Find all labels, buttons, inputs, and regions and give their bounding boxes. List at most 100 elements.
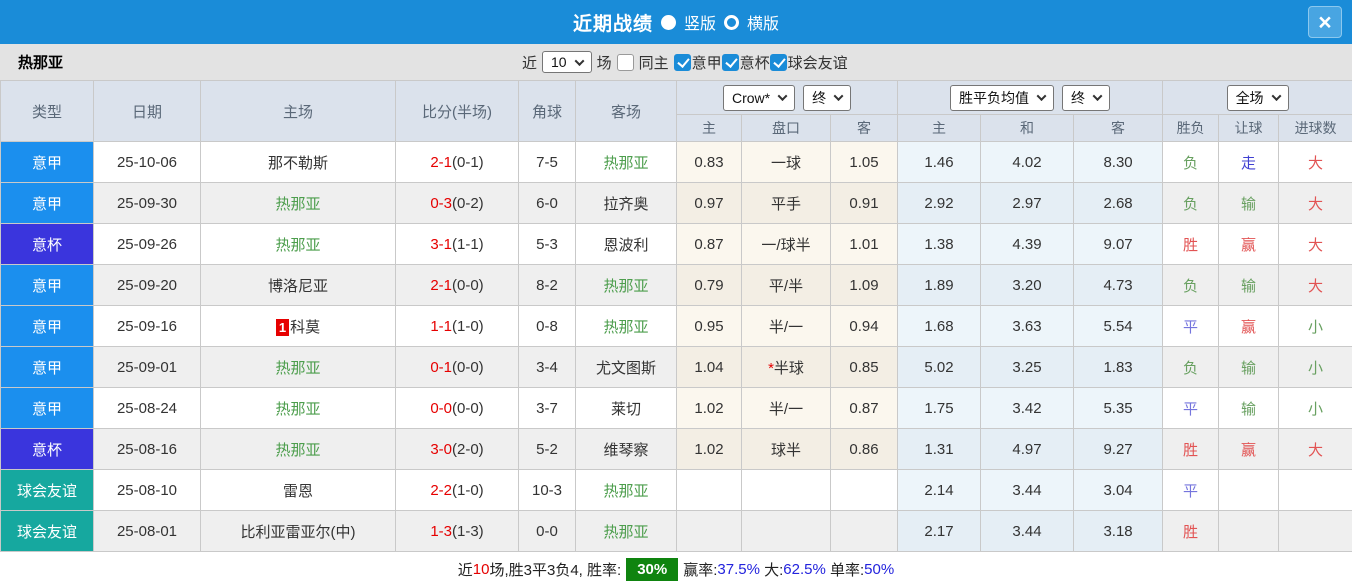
- avg-draw-odds-cell: 4.39: [980, 223, 1075, 265]
- avg-away-odds-cell: 2.68: [1073, 182, 1164, 224]
- home-team-cell: 热那亚: [200, 387, 396, 429]
- summary-text: 单率:: [825, 562, 865, 579]
- home-odds-cell: 0.95: [676, 305, 742, 347]
- team-name: 热那亚: [603, 523, 649, 541]
- recent-label: 近: [522, 54, 538, 72]
- handicap-result-cell: 赢: [1218, 428, 1280, 470]
- handicap-result-cell: 输: [1218, 387, 1280, 429]
- avg-home-odds-cell: 2.17: [897, 510, 982, 552]
- avg-away-odds-cell: 8.30: [1073, 141, 1164, 183]
- score-cell: 2-2(1-0): [395, 469, 519, 511]
- date-cell: 25-09-26: [93, 223, 201, 265]
- sub-header-handicap-result: 让球: [1218, 114, 1280, 142]
- goals-result-cell: [1278, 510, 1352, 552]
- avg-away-odds-cell: 5.35: [1073, 387, 1164, 429]
- goals-result-cell: 小: [1278, 305, 1352, 347]
- avg-odds-select[interactable]: 胜平负均值: [950, 84, 1055, 111]
- league-filter[interactable]: 球会友谊: [769, 52, 848, 73]
- sub-header-avg-away: 客: [1073, 114, 1164, 142]
- home-odds-cell: 0.79: [676, 264, 742, 306]
- col-header-type: 类型: [0, 80, 94, 142]
- full-time-score: 0-1: [430, 358, 452, 376]
- summary-text: 10: [472, 561, 490, 578]
- league-label: 意杯: [739, 54, 770, 72]
- chevron-down-icon: [1036, 91, 1047, 102]
- avg-home-odds-cell: 1.89: [897, 264, 982, 306]
- league-type-cell: 意甲: [0, 305, 94, 347]
- away-team-cell: 维琴察: [575, 428, 677, 470]
- period-select[interactable]: 全场: [1226, 84, 1289, 111]
- home-odds-cell: 0.83: [676, 141, 742, 183]
- date-cell: 25-09-16: [93, 305, 201, 347]
- home-team-cell: 热那亚: [200, 223, 396, 265]
- half-time-score: (0-1): [452, 153, 484, 171]
- league-checkbox[interactable]: [673, 53, 691, 71]
- corner-cell: 0-8: [518, 305, 576, 347]
- sub-header-avg-draw: 和: [980, 114, 1075, 142]
- date-cell: 25-09-01: [93, 346, 201, 388]
- league-checkbox[interactable]: [721, 53, 739, 71]
- sub-header-handicap: 盘口: [741, 114, 831, 142]
- team-name: 热那亚: [18, 54, 64, 72]
- date-cell: 25-09-20: [93, 264, 201, 306]
- col-header-home: 主场: [200, 80, 396, 142]
- summary-text: 赢率:: [683, 562, 718, 579]
- league-checkbox[interactable]: [769, 53, 787, 71]
- team-name: 热那亚: [603, 482, 649, 500]
- league-filter[interactable]: 意甲: [673, 52, 722, 73]
- home-team-cell: 比利亚雷亚尔(中): [200, 510, 396, 552]
- sub-header-odds-home: 主: [676, 114, 742, 142]
- half-time-score: (0-0): [452, 399, 484, 417]
- horizontal-layout-radio-icon[interactable]: [724, 14, 739, 30]
- home-odds-cell: [676, 469, 742, 511]
- vertical-layout-radio-icon[interactable]: [660, 14, 676, 30]
- away-odds-cell: 1.09: [829, 264, 899, 306]
- avg-time-select[interactable]: 终: [1062, 84, 1111, 111]
- handicap-cell: 球半: [741, 428, 831, 470]
- avg-odds-group-header: 胜平负均值 终: [897, 80, 1164, 115]
- red-card-badge: 1: [275, 318, 290, 336]
- avg-draw-odds-cell: 3.20: [980, 264, 1075, 306]
- corner-cell: 8-2: [518, 264, 576, 306]
- avg-draw-odds-cell: 4.97: [980, 428, 1075, 470]
- goals-result-cell: [1278, 469, 1352, 511]
- match-row: 意甲 25-09-20 博洛尼亚 2-1(0-0) 8-2 热那亚 0.79 平…: [0, 264, 1352, 306]
- half-time-score: (1-1): [452, 235, 484, 253]
- league-filter[interactable]: 意杯: [721, 52, 770, 73]
- result-cell: 负: [1162, 346, 1220, 388]
- handicap-cell: *半球: [741, 346, 831, 388]
- full-time-score: 1-1: [430, 317, 452, 335]
- summary-bar: 近 10 场,胜3平3负4, 胜率: 30% 赢率: 37.5% 大: 62.5% 单率: 5…: [0, 552, 1352, 586]
- same-home-checkbox[interactable]: [616, 53, 634, 71]
- odds-provider-select[interactable]: Crow*: [722, 84, 796, 111]
- match-row: 意杯 25-09-26 热那亚 3-1(1-1) 5-3 恩波利 0.87 一/…: [0, 223, 1352, 265]
- avg-away-odds-cell: 9.07: [1073, 223, 1164, 265]
- score-cell: 0-0(0-0): [395, 387, 519, 429]
- away-team-cell: 尤文图斯: [575, 346, 677, 388]
- goals-result-cell: 小: [1278, 346, 1352, 388]
- avg-home-odds-cell: 2.92: [897, 182, 982, 224]
- away-odds-cell: [829, 510, 899, 552]
- titlebar-center: 近期战绩 竖版 横版: [0, 0, 1352, 44]
- away-odds-cell: 0.91: [829, 182, 899, 224]
- vertical-layout-label[interactable]: 竖版: [683, 16, 716, 33]
- close-button[interactable]: ×: [1308, 6, 1342, 38]
- league-type-cell: 意甲: [0, 264, 94, 306]
- odds-time-select[interactable]: 终: [803, 84, 852, 111]
- team-name: 热那亚: [275, 236, 321, 254]
- score-cell: 1-3(1-3): [395, 510, 519, 552]
- horizontal-layout-label[interactable]: 横版: [747, 16, 780, 33]
- filter-bar: 热那亚 近 10 场 同主 意甲 意杯 球会友谊: [0, 44, 1352, 80]
- recent-count-select[interactable]: 10: [542, 51, 592, 73]
- avg-home-odds-cell: 1.75: [897, 387, 982, 429]
- avg-home-odds-cell: 1.46: [897, 141, 982, 183]
- handicap-cell: 一/球半: [741, 223, 831, 265]
- avg-draw-odds-cell: 3.25: [980, 346, 1075, 388]
- avg-away-odds-cell: 9.27: [1073, 428, 1164, 470]
- league-type-cell: 意杯: [0, 428, 94, 470]
- away-team-cell: 莱切: [575, 387, 677, 429]
- handicap-result-cell: 输: [1218, 182, 1280, 224]
- team-name: 热那亚: [275, 359, 321, 377]
- away-team-cell: 热那亚: [575, 305, 677, 347]
